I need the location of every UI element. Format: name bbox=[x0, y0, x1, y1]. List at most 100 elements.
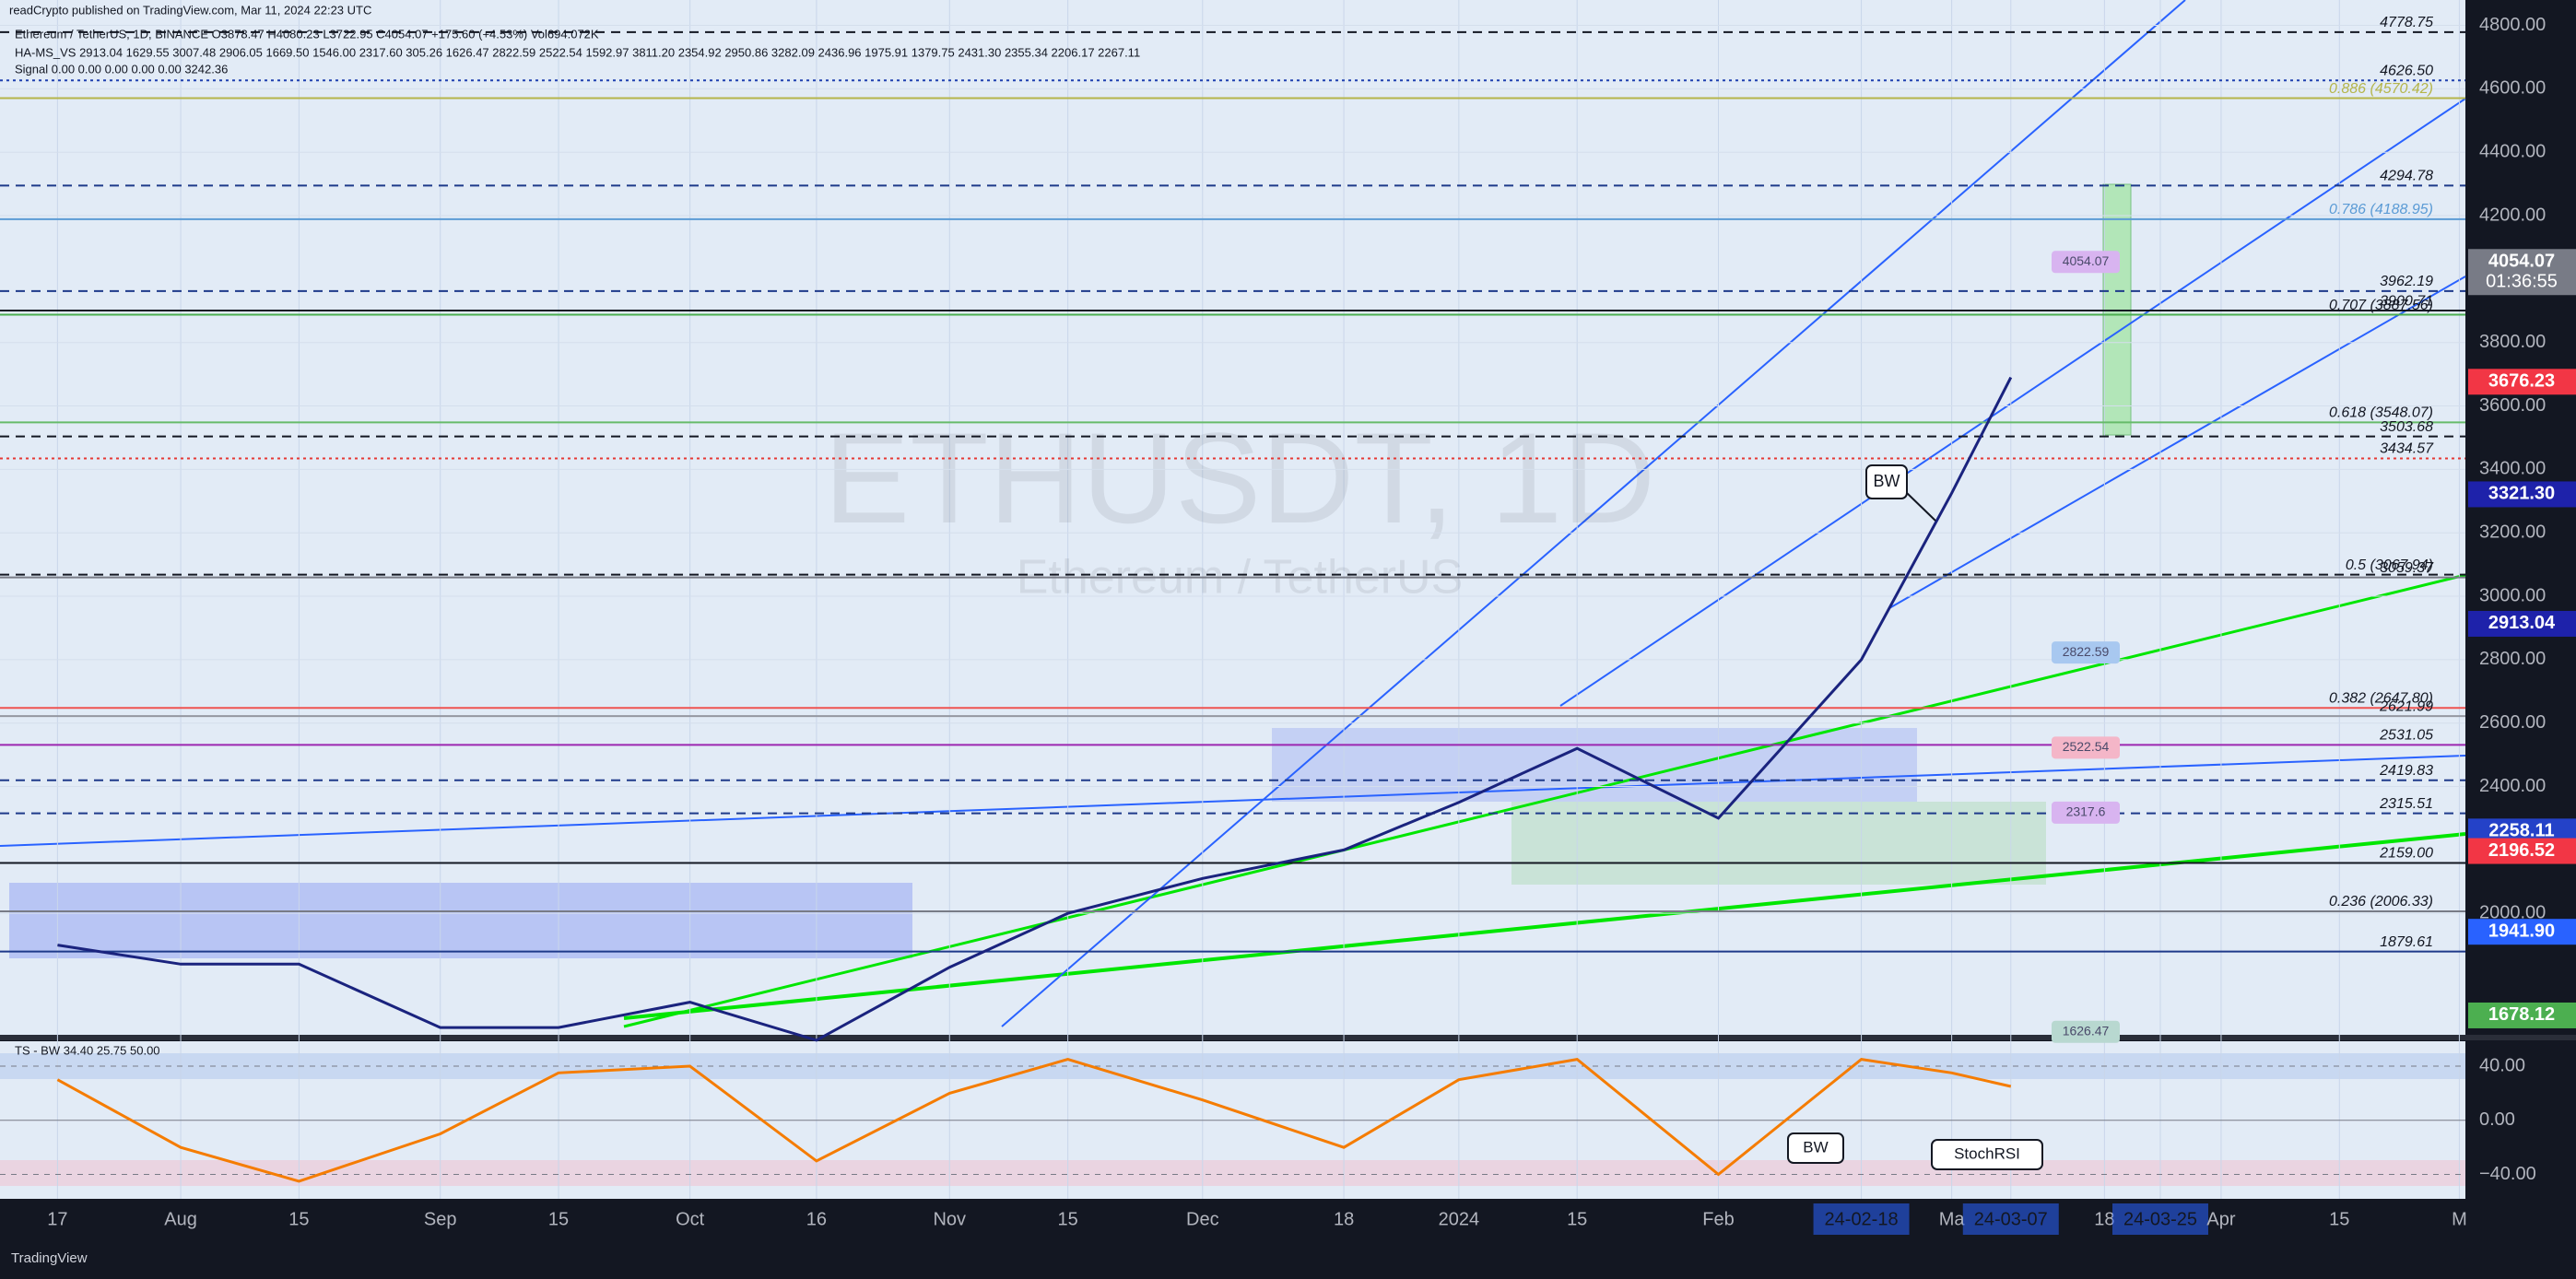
trendline bbox=[1001, 0, 2186, 1027]
x-tick-label: Oct bbox=[676, 1209, 705, 1229]
osc-tick-label: −40.00 bbox=[2479, 1164, 2536, 1184]
level-label: 0.382 (2647.80) bbox=[2329, 690, 2433, 706]
x-tick-label: M bbox=[2452, 1209, 2467, 1229]
x-tick-label: 15 bbox=[288, 1209, 309, 1229]
symbol-legend: Ethereum / TetherUS, 1D, BINANCE O3878.4… bbox=[15, 27, 599, 41]
zone bbox=[9, 883, 912, 958]
x-tick-label: Sep bbox=[424, 1209, 457, 1229]
price-badge-label: 2196.52 bbox=[2488, 840, 2555, 861]
x-tick-label: Ma bbox=[1939, 1209, 1966, 1229]
level-label: 0.618 (3548.07) bbox=[2329, 405, 2433, 421]
x-tick-label: 15 bbox=[548, 1209, 569, 1229]
x-tick-label: Apr bbox=[2206, 1209, 2235, 1229]
level-label: 3059.37 bbox=[2380, 560, 2434, 576]
price-badge bbox=[2468, 610, 2576, 637]
zone bbox=[1511, 802, 2046, 885]
level-label: 2531.05 bbox=[2379, 728, 2433, 744]
y-tick-label: 4800.00 bbox=[2479, 15, 2546, 35]
chart-label: 2522.54 bbox=[2063, 739, 2110, 754]
annotation: BW bbox=[1803, 1138, 1828, 1156]
x-tick-label: 15 bbox=[2329, 1209, 2349, 1229]
price-badge-label: 2258.11 bbox=[2488, 821, 2554, 841]
x-tick-label: 2024 bbox=[1439, 1209, 1480, 1229]
price-badge bbox=[2468, 838, 2576, 864]
chart-label-bg bbox=[2052, 736, 2120, 759]
chart-label: 2317.6 bbox=[2066, 804, 2106, 819]
trendline bbox=[623, 832, 2466, 1020]
price-badge-label: 3321.30 bbox=[2488, 484, 2555, 504]
x-tick-label: 16 bbox=[806, 1209, 827, 1229]
price-badge bbox=[2468, 919, 2576, 945]
trendline bbox=[0, 755, 2466, 847]
indicator-legend: HA-MS_VS 2913.04 1629.55 3007.48 2906.05… bbox=[15, 45, 1140, 59]
level-label: 4294.78 bbox=[2380, 169, 2433, 184]
chart-label-bg bbox=[2052, 801, 2120, 824]
trendline bbox=[1559, 98, 2466, 707]
y-tick-label: 2800.00 bbox=[2479, 649, 2546, 669]
annotation: StochRSI bbox=[1954, 1144, 2020, 1162]
chart-label-bg bbox=[2052, 641, 2120, 664]
price-badge-label: 4054.07 bbox=[2488, 252, 2555, 272]
x-label-highlight bbox=[1962, 1203, 2059, 1235]
level-label: 0.886 (4570.42) bbox=[2329, 81, 2433, 97]
x-label-highlight bbox=[2111, 1203, 2208, 1235]
y-tick-label: 3000.00 bbox=[2479, 585, 2546, 605]
level-label: 0.236 (2006.33) bbox=[2329, 894, 2433, 909]
level-label: 4626.50 bbox=[2380, 63, 2433, 78]
watermark: ETHUSDT, 1D bbox=[824, 405, 1655, 550]
x-tick-label: 18 bbox=[1334, 1209, 1354, 1229]
price-badge-label: 1678.12 bbox=[2488, 1004, 2555, 1025]
price-axis bbox=[2465, 0, 2576, 1199]
zone bbox=[1272, 728, 1917, 802]
osc-tick-label: 40.00 bbox=[2479, 1055, 2525, 1075]
x-tick-label: Aug bbox=[164, 1209, 197, 1229]
oversold-band bbox=[0, 1160, 2465, 1186]
footer-brand: TradingView bbox=[11, 1250, 88, 1266]
x-tick-label: Dec bbox=[1186, 1209, 1219, 1229]
y-tick-label: 2000.00 bbox=[2479, 902, 2546, 922]
price-badge-label: 2913.04 bbox=[2488, 613, 2556, 633]
x-tick-label: 17 bbox=[47, 1209, 67, 1229]
published-note: readCrypto published on TradingView.com,… bbox=[9, 3, 371, 17]
y-tick-label: 3800.00 bbox=[2479, 332, 2546, 352]
price-badge bbox=[2468, 481, 2576, 508]
x-tick-label: Feb bbox=[1702, 1209, 1734, 1229]
osc-tick-label: 0.00 bbox=[2479, 1109, 2515, 1130]
level-label: 3962.19 bbox=[2380, 274, 2433, 289]
y-tick-label: 3200.00 bbox=[2479, 522, 2546, 542]
level-label: 2419.83 bbox=[2379, 763, 2433, 779]
annotation-pointer bbox=[1906, 492, 1936, 522]
y-tick-label: 3400.00 bbox=[2479, 459, 2546, 479]
annotation-box bbox=[1931, 1139, 2043, 1170]
level-label: 3900.71 bbox=[2380, 293, 2433, 309]
annotation-box bbox=[1865, 464, 1908, 499]
trendline bbox=[1888, 276, 2466, 609]
price-badge-label: 3676.23 bbox=[2488, 371, 2555, 392]
level-label: 3503.68 bbox=[2380, 419, 2433, 435]
x-tick-label: 15 bbox=[1058, 1209, 1078, 1229]
y-tick-label: 4400.00 bbox=[2479, 141, 2546, 161]
indicator-legend: Signal 0.00 0.00 0.00 0.00 0.00 3242.36 bbox=[15, 62, 228, 76]
price-badge bbox=[2468, 1002, 2576, 1028]
annotation: BW bbox=[1874, 472, 1900, 490]
x-tick-label: Nov bbox=[933, 1209, 966, 1229]
projection bbox=[2102, 183, 2132, 436]
level-label: 0.707 (3887.56) bbox=[2329, 298, 2433, 313]
x-tick-label: 18 bbox=[2094, 1209, 2114, 1229]
level-label: 4778.75 bbox=[2380, 15, 2433, 30]
x-tick-label: 15 bbox=[1567, 1209, 1587, 1229]
price-badge bbox=[2468, 369, 2576, 395]
y-tick-label: 2600.00 bbox=[2479, 712, 2546, 733]
price-badge-sub: 01:36:55 bbox=[2486, 272, 2558, 292]
y-tick-label: 4600.00 bbox=[2479, 78, 2546, 99]
chart-label: 2822.59 bbox=[2063, 644, 2110, 659]
series-line bbox=[57, 376, 2013, 1042]
oscillator-legend: TS - BW 34.40 25.75 50.00 bbox=[15, 1043, 160, 1057]
chart-label: 4054.07 bbox=[2063, 253, 2110, 268]
x-tick-label: 24-03-07 bbox=[1974, 1209, 2048, 1229]
x-tick-label: 24-02-18 bbox=[1825, 1209, 1899, 1229]
chart-label-bg bbox=[2052, 251, 2120, 274]
price-badge-label: 1941.90 bbox=[2488, 921, 2555, 941]
chart-label: 1626.47 bbox=[2063, 1023, 2110, 1038]
